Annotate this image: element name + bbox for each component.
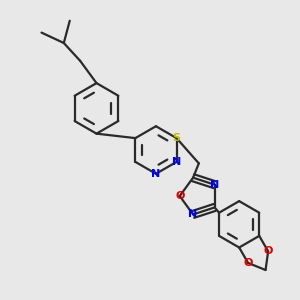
Text: O: O — [175, 191, 184, 201]
Text: O: O — [263, 246, 273, 256]
Text: N: N — [172, 157, 181, 167]
Text: N: N — [210, 180, 219, 190]
Text: N: N — [151, 169, 160, 179]
Text: N: N — [188, 209, 198, 219]
Text: O: O — [243, 258, 253, 268]
Text: S: S — [172, 133, 181, 143]
